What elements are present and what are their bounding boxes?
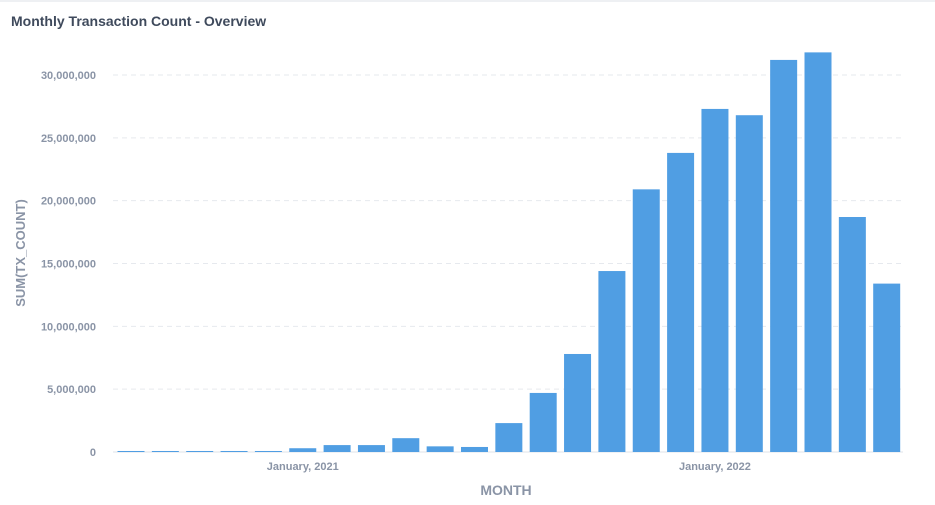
bar-2021-05[interactable]: [426, 446, 454, 452]
y-tick-label: 30,000,000: [41, 70, 96, 82]
bar-2022-01[interactable]: [701, 108, 729, 453]
bar-2020-10[interactable]: [186, 450, 214, 452]
bar-2020-12[interactable]: [254, 450, 282, 452]
bar-2021-03[interactable]: [357, 445, 385, 452]
chart-title[interactable]: Monthly Transaction Count - Overview: [11, 13, 267, 29]
y-tick-label: 5,000,000: [47, 384, 96, 396]
y-axis-label: SUM(TX_COUNT): [13, 199, 28, 307]
x-axis-label: MONTH: [480, 482, 531, 498]
y-tick-label: 0: [90, 447, 96, 459]
bar-2020-09[interactable]: [151, 450, 179, 452]
y-tick-label: 10,000,000: [41, 321, 96, 333]
y-tick-label: 20,000,000: [41, 196, 96, 208]
bar-2021-10[interactable]: [598, 271, 626, 452]
bar-2022-05[interactable]: [838, 217, 866, 452]
bar-2021-12[interactable]: [667, 152, 695, 452]
x-tick-label: January, 2022: [679, 461, 751, 473]
top-divider: [0, 0, 935, 2]
bar-2021-04[interactable]: [392, 438, 420, 452]
bar-2021-02[interactable]: [323, 445, 351, 452]
x-tick-label: January, 2021: [267, 461, 339, 473]
bar-2022-04[interactable]: [804, 52, 832, 452]
bar-2021-07[interactable]: [495, 423, 523, 452]
bar-2021-06[interactable]: [461, 446, 488, 452]
bar-2022-02[interactable]: [735, 115, 763, 453]
bar-2021-08[interactable]: [529, 392, 557, 452]
x-tick-labels: January, 2021 January, 2022: [267, 461, 751, 473]
bar-2022-03[interactable]: [770, 59, 798, 453]
bar-2021-11[interactable]: [632, 189, 660, 452]
y-tick-label: 15,000,000: [41, 259, 96, 271]
bar-2020-08[interactable]: [117, 450, 145, 452]
bar-2022-06[interactable]: [873, 283, 901, 452]
bar-2021-01[interactable]: [289, 448, 317, 452]
y-tick-labels: 0 5,000,000 10,000,000 15,000,000 20,000,000…: [41, 70, 96, 459]
bars: [117, 52, 901, 453]
bar-2021-09[interactable]: [564, 353, 592, 452]
bar-2020-11[interactable]: [220, 450, 248, 452]
y-tick-label: 25,000,000: [41, 133, 96, 145]
